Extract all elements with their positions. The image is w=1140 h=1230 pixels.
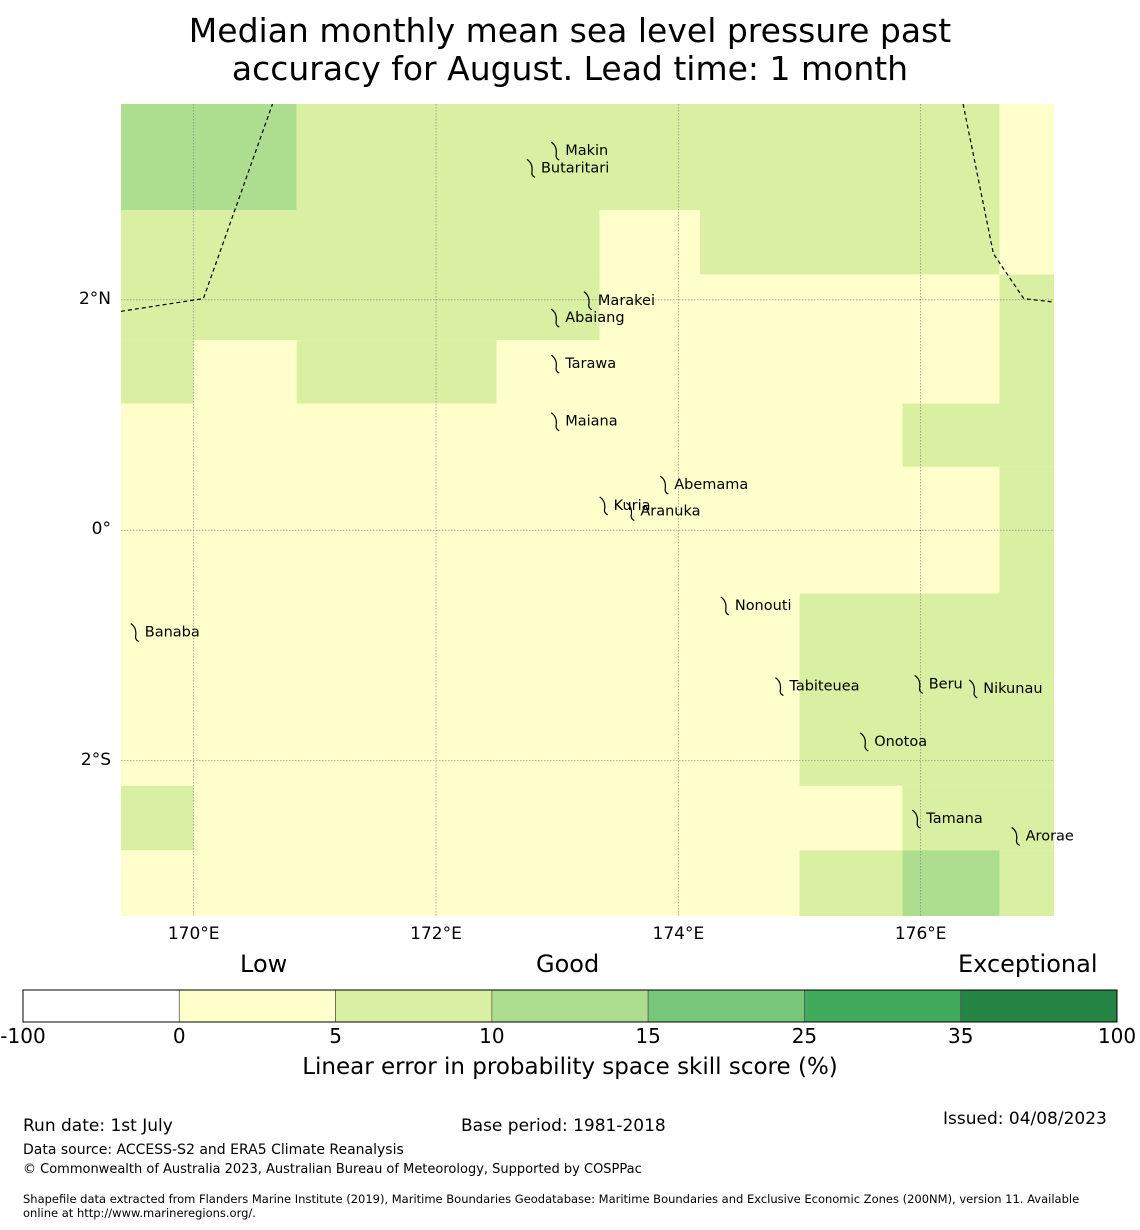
island-label-banaba: Banaba [145, 625, 200, 641]
island-label-tabiteuea: Tabiteuea [788, 679, 859, 695]
island-outline-abaiang [550, 308, 560, 328]
title-line-2: accuracy for August. Lead time: 1 month [231, 49, 909, 88]
island-label-marakei: Marakei [598, 293, 655, 309]
colorbar-tick-label: -100 [0, 1024, 46, 1048]
island-label-tamana: Tamana [925, 811, 982, 827]
skill-cell-18 [799, 593, 1054, 786]
island-label-abaiang: Abaiang [565, 310, 624, 326]
skill-cell-14 [902, 403, 1000, 467]
skill-cell-11 [296, 340, 497, 404]
island-outline-marakei [583, 291, 593, 311]
island-outline-tarawa [550, 354, 560, 374]
island-outline-tabiteuea [775, 677, 784, 697]
island-label-kuria: Kuria [614, 498, 651, 514]
island-outline-makin [550, 141, 560, 161]
island-label-arorae: Arorae [1026, 828, 1074, 844]
copyright-notice: © Commonwealth of Australia 2023, Austra… [23, 1162, 642, 1177]
colorbar-swatch-5 [804, 989, 962, 1023]
skill-cell-19 [121, 785, 194, 851]
island-outline-tamana [911, 809, 921, 829]
island-outline-maiana [550, 412, 560, 432]
skill-cell-7 [599, 274, 1000, 404]
skill-cell-10 [193, 340, 297, 404]
colorbar-swatch-4 [647, 989, 805, 1023]
run-date: Run date: 1st July [23, 1116, 173, 1136]
skill-cell-8 [999, 274, 1054, 467]
skill-cell-23 [799, 850, 903, 916]
skill-cell-3 [121, 209, 600, 341]
colorbar-frame [22, 989, 1118, 1023]
island-label-nonouti: Nonouti [735, 598, 792, 614]
category-good-label: Good [536, 950, 600, 978]
skill-cell-16 [999, 466, 1054, 594]
category-low-label: Low [240, 950, 288, 978]
skill-cell-9 [121, 340, 194, 404]
island-label-maiana: Maiana [565, 414, 617, 430]
island-outline-butaritari [526, 158, 536, 178]
skill-cell-5 [700, 209, 1000, 275]
island-outline-kuria [599, 496, 608, 516]
island-label-beru: Beru [929, 676, 963, 692]
skill-cell-4 [599, 209, 701, 275]
island-outline-banaba [130, 623, 140, 643]
chart-title: Median monthly mean sea level pressure p… [0, 12, 1140, 88]
skill-cell-25 [999, 850, 1054, 916]
island-outline-nonouti [720, 596, 730, 616]
colorbar-swatch-6 [960, 989, 1118, 1023]
island-outline-arorae [1011, 826, 1020, 846]
island-label-makin: Makin [565, 143, 608, 159]
skill-cell-20 [193, 785, 903, 851]
colorbar-tick-label: 5 [329, 1024, 342, 1048]
colorbar-tick-label: 10 [479, 1024, 505, 1048]
island-label-abemama: Abemama [674, 477, 748, 493]
lon-tick-label: 172°E [410, 924, 462, 944]
lat-tick-label: 2°S [80, 749, 111, 770]
base-period: Base period: 1981-2018 [461, 1116, 666, 1136]
colorbar-tick-label: 100 [1097, 1024, 1137, 1048]
island-outline-onotoa [859, 732, 869, 752]
colorbar-swatch-0 [22, 989, 180, 1023]
island-label-nikunau: Nikunau [983, 681, 1042, 697]
skill-cell-2 [999, 104, 1054, 210]
island-label-butaritari: Butaritari [541, 160, 609, 176]
issued-date: Issued: 04/08/2023 [943, 1109, 1107, 1129]
shapefile-credit-line-1: Shapefile data extracted from Flanders M… [23, 1192, 1080, 1206]
colorbar-tick-label: 35 [947, 1024, 974, 1048]
colorbar-tick-label: 0 [172, 1024, 186, 1048]
skill-cell-21 [902, 785, 1054, 851]
skill-cell-17 [121, 593, 800, 786]
colorbar-swatch-3 [491, 989, 649, 1023]
colorbar-title: Linear error in probability space skill … [302, 1054, 838, 1080]
island-outline-nikunau [968, 679, 978, 699]
skill-cell-13 [121, 403, 903, 467]
island-label-tarawa: Tarawa [564, 356, 616, 372]
island-label-aranuka: Aranuka [640, 504, 700, 520]
skill-cell-12 [496, 340, 600, 404]
skill-cell-1 [296, 104, 1000, 210]
lon-tick-label: 176°E [894, 924, 947, 944]
title-line-1: Median monthly mean sea level pressure p… [188, 11, 952, 50]
lat-tick-label: 2°N [78, 288, 111, 309]
data-source: Data source: ACCESS-S2 and ERA5 Climate … [23, 1142, 404, 1158]
shapefile-credit-line-2: online at http://www.marineregions.org/. [23, 1206, 256, 1220]
colorbar-tick-label: 25 [791, 1024, 818, 1048]
lon-tick-label: 174°E [652, 924, 705, 944]
skill-cell-24 [902, 850, 1000, 916]
category-exceptional-label: Exceptional [958, 950, 1098, 978]
island-label-onotoa: Onotoa [874, 734, 927, 750]
lon-tick-label: 170°E [167, 924, 220, 944]
island-outline-aranuka [625, 502, 635, 522]
colorbar [22, 989, 1118, 1023]
lat-tick-label: 0° [91, 519, 111, 540]
island-outline-beru [914, 674, 924, 694]
colorbar-tick-label: 15 [635, 1024, 661, 1048]
skill-cell-0 [121, 104, 297, 210]
colorbar-swatch-2 [335, 989, 493, 1023]
island-outline-abemama [659, 475, 669, 495]
skill-cell-22 [121, 850, 800, 916]
colorbar-swatch-1 [178, 989, 336, 1023]
skill-cell-6 [999, 209, 1054, 275]
